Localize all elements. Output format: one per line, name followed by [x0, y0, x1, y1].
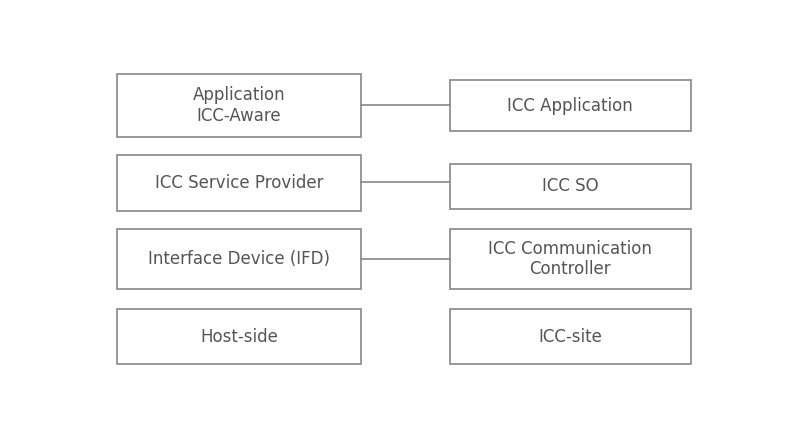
FancyBboxPatch shape	[450, 309, 691, 364]
Text: ICC SO: ICC SO	[542, 177, 599, 195]
Text: ICC Application: ICC Application	[507, 97, 633, 114]
FancyBboxPatch shape	[117, 74, 361, 137]
FancyBboxPatch shape	[117, 155, 361, 211]
FancyBboxPatch shape	[117, 229, 361, 289]
Text: ICC Service Provider: ICC Service Provider	[154, 174, 323, 192]
Text: Interface Device (IFD): Interface Device (IFD)	[148, 250, 330, 268]
Text: ICC-site: ICC-site	[538, 328, 602, 346]
Text: Host-side: Host-side	[200, 328, 278, 346]
FancyBboxPatch shape	[450, 80, 691, 131]
FancyBboxPatch shape	[450, 164, 691, 209]
Text: Application
ICC-Aware: Application ICC-Aware	[192, 86, 285, 125]
Text: ICC Communication
Controller: ICC Communication Controller	[489, 240, 652, 279]
FancyBboxPatch shape	[450, 229, 691, 289]
FancyBboxPatch shape	[117, 309, 361, 364]
